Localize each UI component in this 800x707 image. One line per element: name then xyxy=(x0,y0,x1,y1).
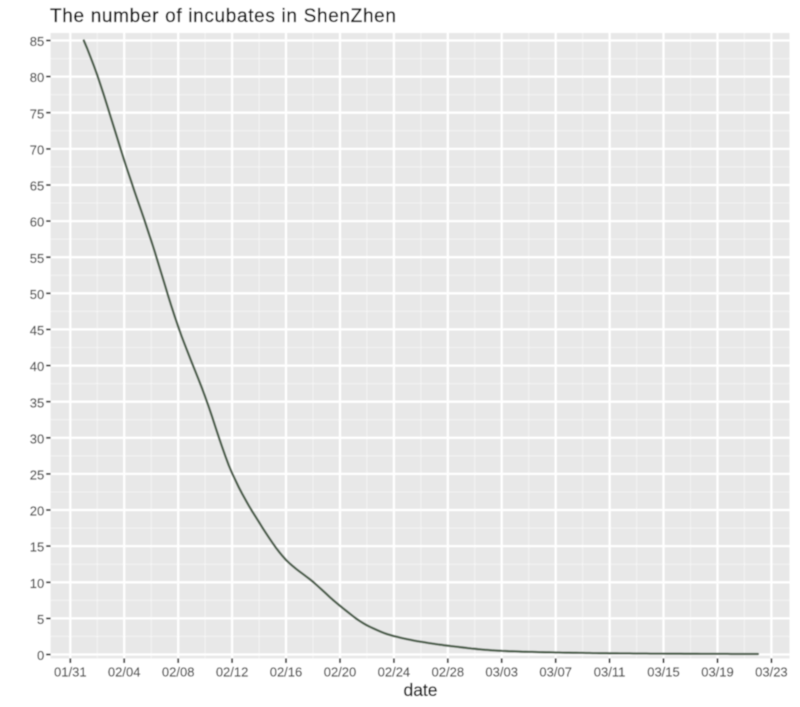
svg-text:35: 35 xyxy=(30,395,44,410)
svg-text:65: 65 xyxy=(30,179,44,194)
svg-text:50: 50 xyxy=(30,287,44,302)
svg-text:02/16: 02/16 xyxy=(270,665,303,680)
svg-text:5: 5 xyxy=(37,612,44,627)
svg-text:75: 75 xyxy=(30,106,44,121)
svg-text:The number of incubates in She: The number of incubates in ShenZhen xyxy=(50,6,397,27)
svg-text:25: 25 xyxy=(30,468,44,483)
svg-text:20: 20 xyxy=(30,504,44,519)
svg-text:02/20: 02/20 xyxy=(324,665,357,680)
svg-text:70: 70 xyxy=(30,143,44,158)
svg-text:45: 45 xyxy=(30,323,44,338)
svg-text:01/31: 01/31 xyxy=(54,665,87,680)
svg-text:85: 85 xyxy=(30,34,44,49)
svg-text:55: 55 xyxy=(30,251,44,266)
svg-text:02/04: 02/04 xyxy=(108,665,141,680)
svg-text:40: 40 xyxy=(30,359,44,374)
svg-text:03/03: 03/03 xyxy=(485,665,518,680)
svg-text:02/08: 02/08 xyxy=(162,665,195,680)
svg-text:15: 15 xyxy=(30,540,44,555)
svg-text:03/15: 03/15 xyxy=(647,665,680,680)
svg-text:02/24: 02/24 xyxy=(378,665,411,680)
svg-text:02/12: 02/12 xyxy=(216,665,249,680)
svg-text:03/19: 03/19 xyxy=(701,665,734,680)
svg-text:03/11: 03/11 xyxy=(594,665,626,680)
svg-text:03/23: 03/23 xyxy=(755,665,788,680)
svg-text:0: 0 xyxy=(37,648,44,663)
svg-text:60: 60 xyxy=(30,215,44,230)
svg-text:03/07: 03/07 xyxy=(539,665,572,680)
svg-text:02/28: 02/28 xyxy=(432,665,465,680)
svg-text:10: 10 xyxy=(30,576,44,591)
svg-text:30: 30 xyxy=(30,431,44,446)
svg-text:date: date xyxy=(403,680,437,700)
svg-text:80: 80 xyxy=(30,70,44,85)
